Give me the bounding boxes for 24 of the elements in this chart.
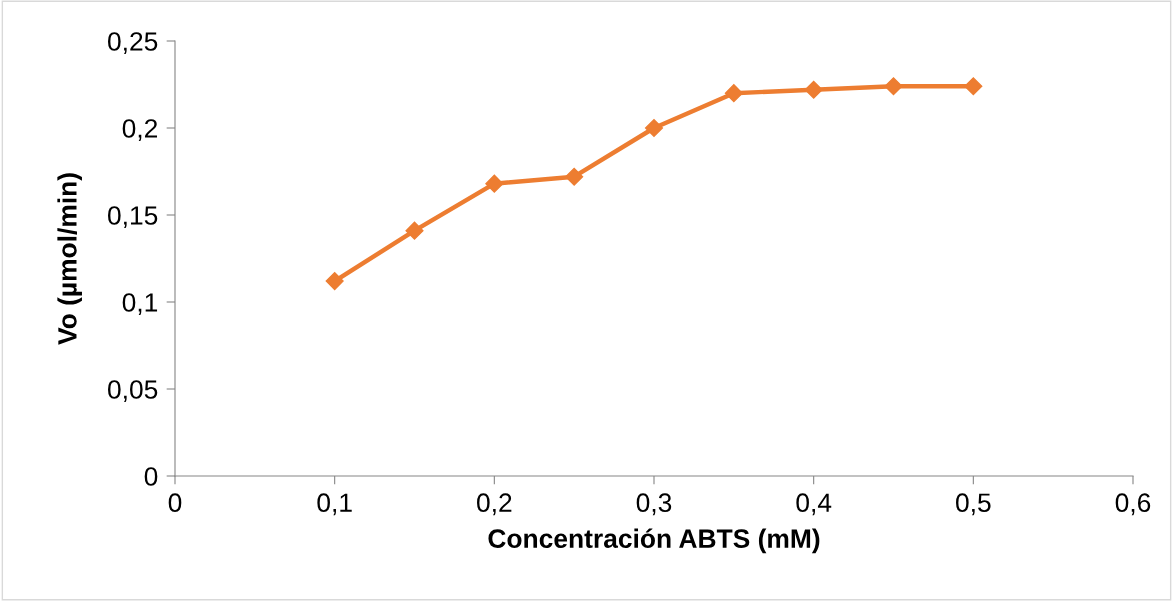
y-tick-label: 0,1 — [122, 293, 158, 315]
y-tick-label: 0,25 — [108, 32, 158, 54]
x-tick-label: 0,5 — [956, 493, 991, 516]
x-tick-label: 0,1 — [317, 493, 352, 516]
y-axis-title: Vo (µmol/min) — [57, 173, 82, 345]
x-axis-title: Concentración ABTS (mM) — [488, 528, 820, 554]
point — [964, 77, 983, 96]
point — [724, 84, 743, 103]
point — [565, 167, 584, 186]
x-tick-label: 0,2 — [477, 493, 512, 516]
point — [884, 77, 903, 96]
x-tick-label: 0 — [168, 493, 182, 513]
point — [804, 80, 823, 99]
x-tick-label: 0,3 — [636, 493, 672, 516]
y-tick-label: 0,05 — [108, 380, 158, 402]
y-tick-label: 0,2 — [122, 119, 158, 141]
y-tick-label: 0 — [144, 467, 158, 486]
point — [405, 221, 424, 240]
x-tick-label: 0,4 — [796, 493, 832, 516]
x-tick-label: 0,6 — [1115, 493, 1151, 516]
point — [644, 118, 664, 138]
y-tick-label: 0,15 — [108, 206, 158, 228]
point — [485, 174, 504, 193]
point — [325, 272, 344, 291]
